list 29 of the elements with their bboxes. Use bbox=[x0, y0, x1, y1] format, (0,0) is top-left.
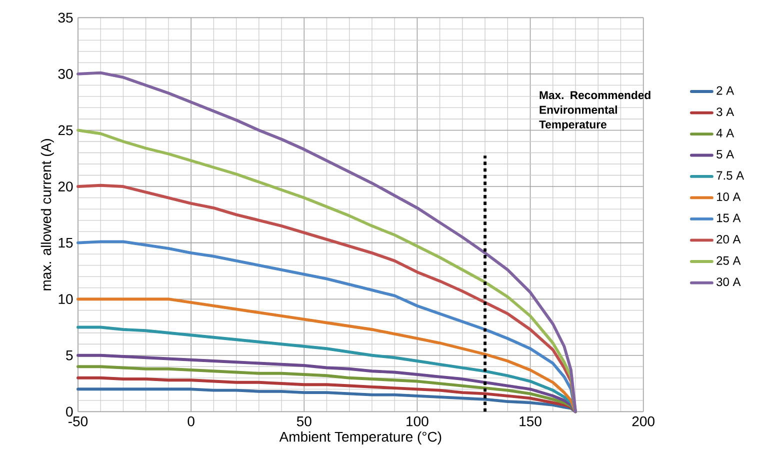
y-tick-label: 0 bbox=[66, 406, 73, 417]
y-tick-label: 20 bbox=[58, 182, 73, 192]
legend-label: 3 A bbox=[716, 108, 734, 116]
y-axis-title: max. allowed current (A) bbox=[40, 139, 54, 290]
x-tick-label: 0 bbox=[188, 416, 194, 426]
legend-label: 15 A bbox=[717, 214, 741, 222]
y-tick-label: 5 bbox=[66, 350, 73, 360]
y-tick-label: 25 bbox=[58, 125, 73, 136]
y-tick-label: 35 bbox=[58, 12, 73, 23]
x-axis-title: Ambient Temperature (°C) bbox=[279, 431, 442, 444]
annotation: Max. Recommended Environmental Temperature bbox=[539, 90, 650, 131]
x-tick-label: 100 bbox=[406, 416, 428, 426]
legend-label: 20 A bbox=[716, 234, 741, 244]
y-tick-label: 10 bbox=[58, 294, 73, 304]
legend-label: 10 A bbox=[717, 192, 741, 202]
legend-label: 30 A bbox=[716, 278, 741, 286]
line-series bbox=[76, 365, 577, 414]
x-tick-label: 200 bbox=[632, 416, 654, 426]
legend-label: 2 A bbox=[716, 86, 734, 95]
legend-label: 4 A bbox=[716, 128, 734, 138]
legend-label: 25 A bbox=[716, 256, 741, 265]
x-tick-label: 150 bbox=[520, 416, 542, 426]
x-tick-label: 50 bbox=[296, 416, 312, 426]
x-tick-label: -50 bbox=[68, 416, 88, 426]
y-tick-label: 30 bbox=[58, 69, 73, 79]
y-tick-label: 15 bbox=[58, 238, 73, 248]
line-series bbox=[76, 240, 577, 414]
legend-label: 7.5 A bbox=[716, 171, 744, 180]
legend-label: 5 A bbox=[716, 150, 734, 159]
